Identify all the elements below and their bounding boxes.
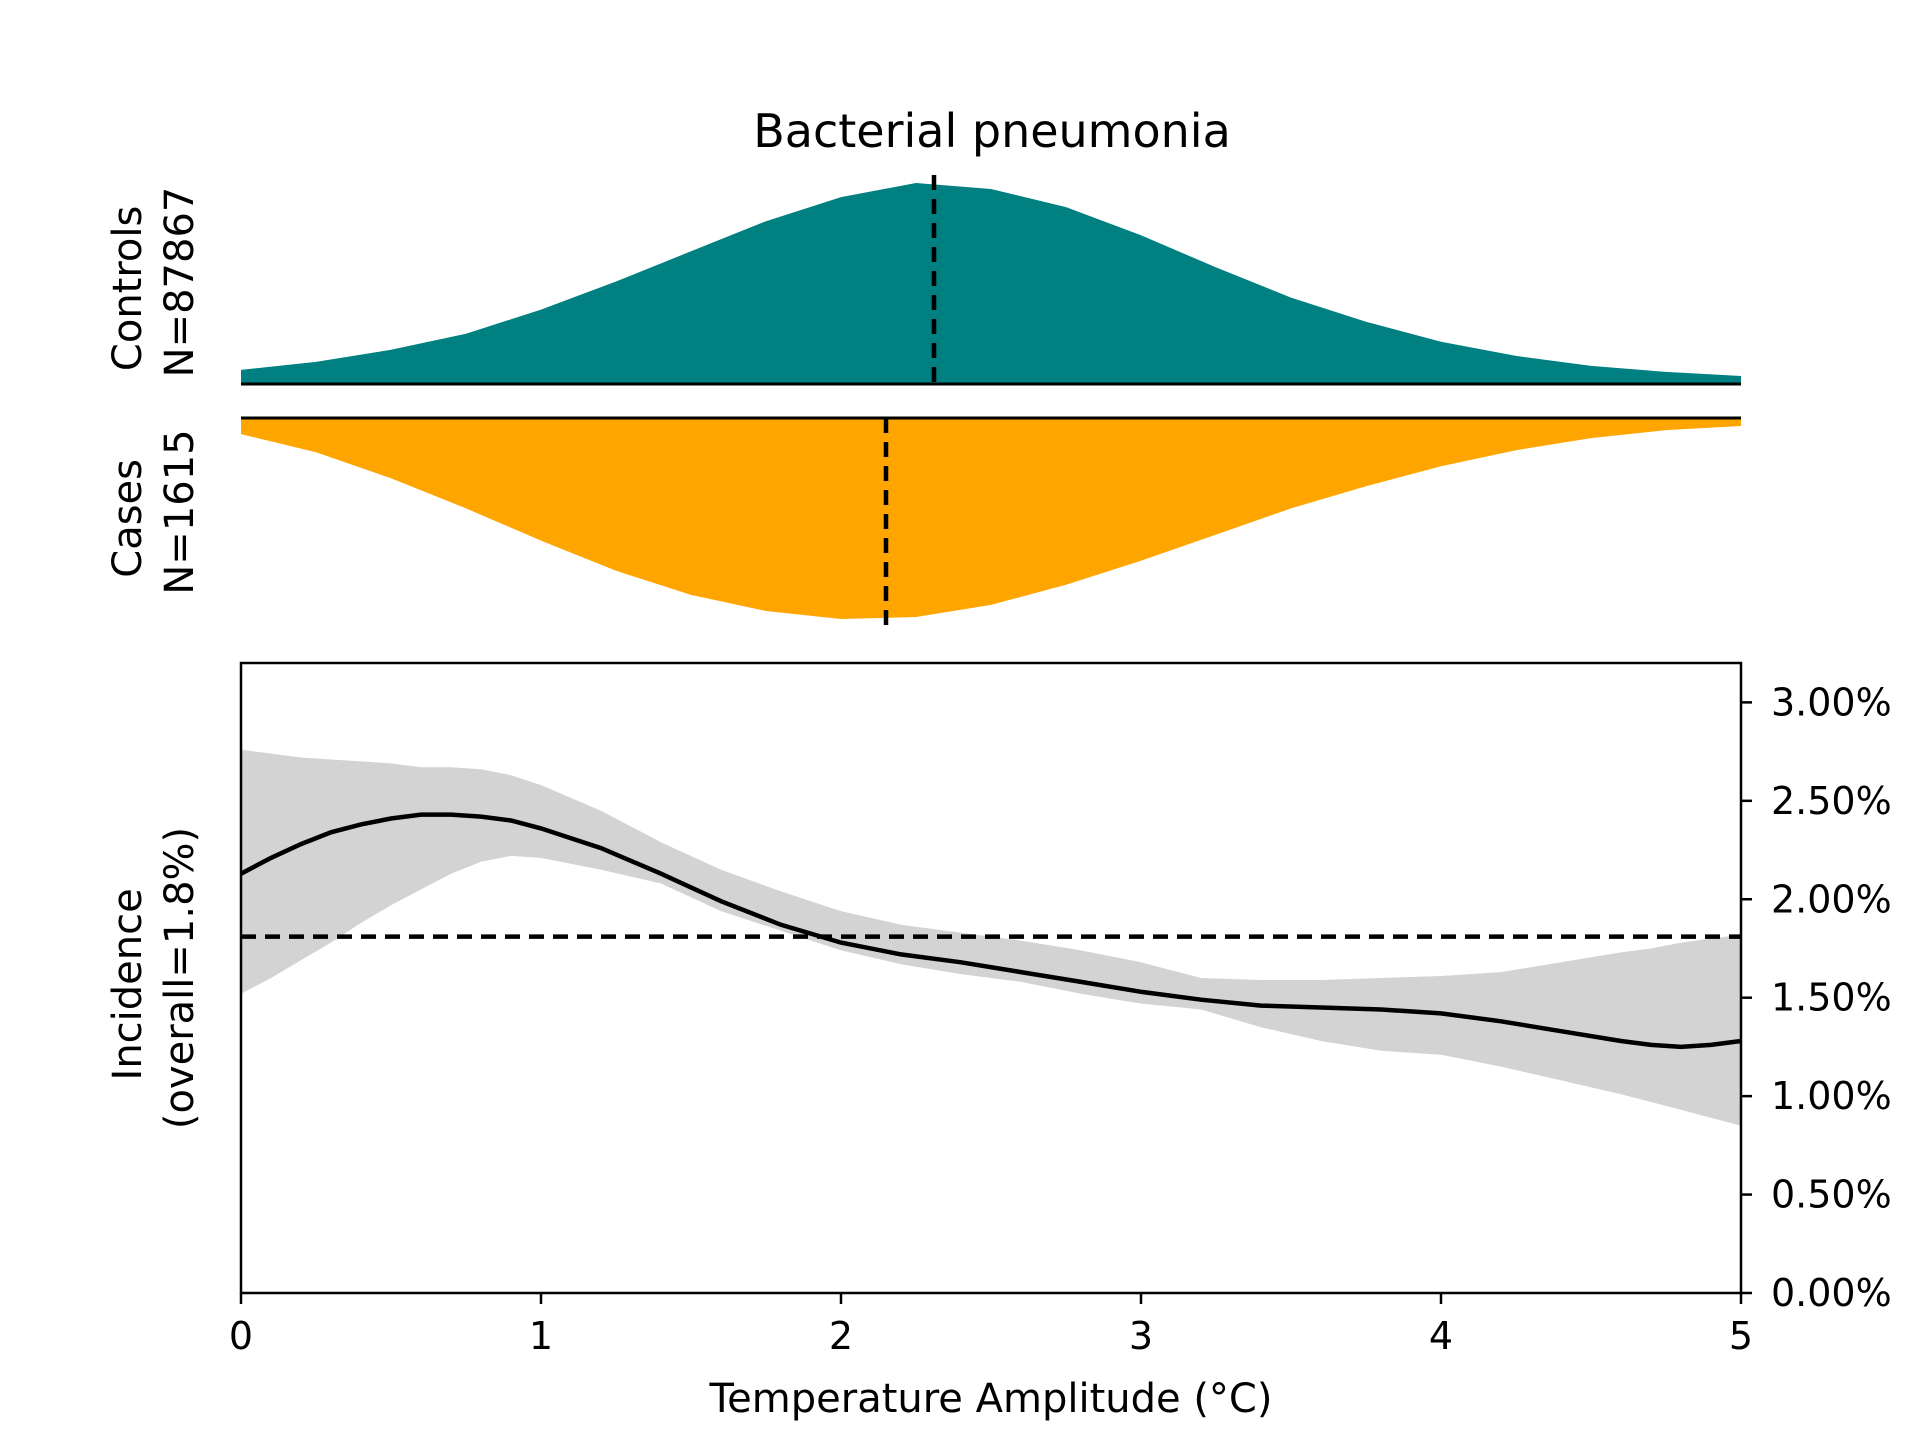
controls-panel: Controls N=87867 — [105, 175, 1741, 386]
y-axis-right: 0.00% 0.50% 1.00% 1.50% 2.00% 2.50% 3.00% — [1741, 680, 1892, 1315]
incidence-line — [239, 812, 1742, 1050]
y-tick-label: 2.00% — [1771, 877, 1892, 921]
x-tick-label: 4 — [1429, 1314, 1453, 1358]
incidence-ylabel-line1: Incidence — [105, 888, 151, 1080]
y-tick-label: 2.50% — [1771, 779, 1892, 823]
y-tick-label: 3.00% — [1771, 680, 1892, 724]
cases-density-area — [241, 418, 1741, 619]
x-axis-label: Temperature Amplitude (°C) — [709, 1376, 1273, 1422]
y-tick-label: 0.00% — [1771, 1271, 1892, 1315]
incidence-panel: 0 1 2 3 4 5 0.00% 0.50% 1.00% 1.50% 2.00% 2.50% 3.0… — [105, 661, 1892, 1422]
controls-density-area — [241, 183, 1741, 384]
incidence-ylabel: Incidence (overall=1.8%) — [105, 827, 203, 1129]
y-tick-label: 1.50% — [1771, 976, 1892, 1020]
incidence-frame — [239, 661, 1743, 1295]
x-tick-label: 3 — [1129, 1314, 1153, 1358]
controls-ylabel: Controls N=87867 — [105, 187, 203, 378]
cases-panel: Cases N=1615 — [105, 416, 1741, 627]
chart-title: Bacterial pneumonia — [753, 104, 1231, 158]
y-tick-label: 0.50% — [1771, 1173, 1892, 1217]
cases-ylabel: Cases N=1615 — [105, 429, 203, 594]
controls-ylabel-line1: Controls — [105, 206, 151, 371]
incidence-ylabel-line2: (overall=1.8%) — [157, 827, 203, 1129]
x-tick-label: 0 — [229, 1314, 253, 1358]
x-axis: 0 1 2 3 4 5 — [229, 1293, 1753, 1358]
y-tick-label: 1.00% — [1771, 1074, 1892, 1118]
controls-ylabel-line2: N=87867 — [157, 187, 203, 378]
cases-ylabel-line2: N=1615 — [157, 429, 203, 594]
cases-ylabel-line1: Cases — [105, 459, 151, 578]
x-tick-label: 5 — [1729, 1314, 1753, 1358]
x-tick-label: 2 — [829, 1314, 853, 1358]
x-tick-label: 1 — [529, 1314, 553, 1358]
